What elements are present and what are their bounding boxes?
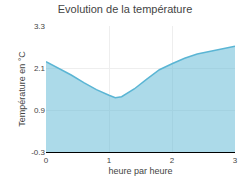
svg-text:Température en °C: Température en °C xyxy=(17,51,27,127)
svg-text:0: 0 xyxy=(44,156,49,165)
svg-text:heure par heure: heure par heure xyxy=(108,166,172,176)
svg-text:0.9: 0.9 xyxy=(34,106,46,115)
svg-text:2.1: 2.1 xyxy=(34,64,46,73)
svg-text:3: 3 xyxy=(233,156,238,165)
svg-text:2: 2 xyxy=(170,156,175,165)
svg-text:-0.3: -0.3 xyxy=(31,148,45,157)
svg-text:Evolution de la température: Evolution de la température xyxy=(58,3,193,15)
svg-text:3.3: 3.3 xyxy=(34,22,46,31)
svg-text:1: 1 xyxy=(107,156,112,165)
